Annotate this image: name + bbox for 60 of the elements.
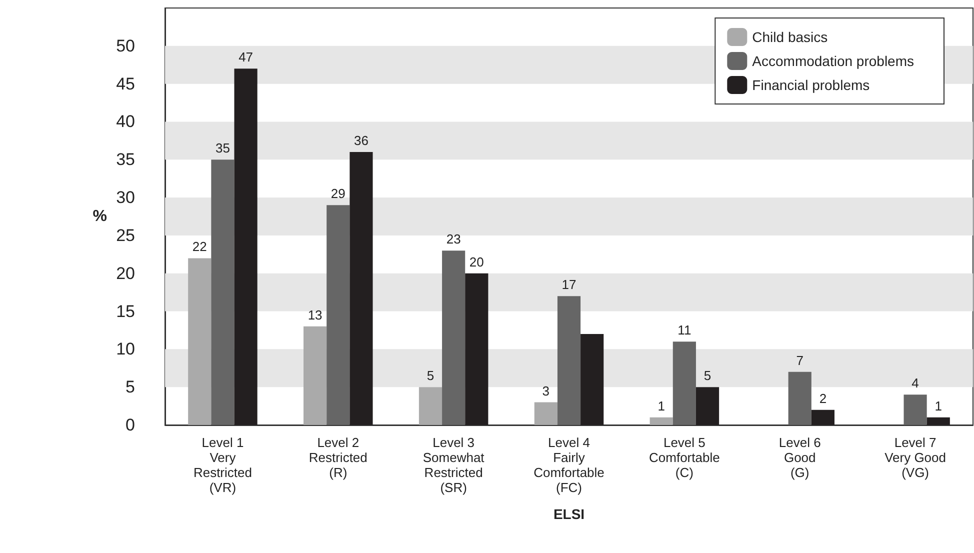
- y-tick-label: 35: [116, 150, 135, 170]
- data-label: 5: [704, 368, 712, 384]
- y-tick-label: 30: [116, 188, 135, 208]
- data-label: 7: [796, 352, 804, 368]
- bar: [534, 402, 558, 425]
- legend-label: Child basics: [752, 29, 828, 45]
- y-tick-label: 5: [126, 378, 135, 397]
- x-tick-label: Level 3 Somewhat Restricted (SR): [422, 435, 485, 495]
- bar: [650, 417, 673, 425]
- bar: [442, 250, 466, 425]
- legend-label: Financial problems: [752, 77, 870, 93]
- bar: [304, 326, 327, 425]
- y-tick-label: 40: [116, 112, 135, 132]
- data-label: 1: [934, 398, 942, 414]
- bar: [811, 410, 834, 425]
- data-label: 17: [562, 277, 576, 292]
- data-label: 4: [912, 376, 919, 391]
- y-axis-title: %: [92, 208, 107, 225]
- data-label: 11: [678, 322, 692, 338]
- data-label: 13: [308, 307, 322, 322]
- bar: [350, 152, 373, 425]
- bar: [211, 160, 234, 425]
- bar: [672, 342, 696, 425]
- data-label: 3: [542, 383, 550, 398]
- y-tick-label: 0: [126, 416, 135, 434]
- data-label: 2: [819, 390, 827, 406]
- x-tick-label: Level 5 Comfortable (C): [649, 435, 720, 480]
- bar: [696, 387, 720, 425]
- y-tick-label: 15: [116, 302, 135, 321]
- data-label: 20: [469, 254, 484, 270]
- bar: [465, 273, 488, 425]
- bar: [788, 372, 812, 425]
- x-tick-label: Level 4 Fairly Comfortable (FC): [534, 435, 604, 495]
- y-tick-label: 45: [116, 74, 135, 94]
- x-tick-label: Level 6 Good (G): [778, 435, 821, 480]
- data-label: 35: [215, 140, 230, 156]
- bar: [326, 205, 350, 425]
- x-tick-label: Level 7 Very Good (VG): [884, 435, 946, 480]
- legend-label: Accommodation problems: [752, 53, 914, 69]
- bar: [580, 334, 604, 425]
- bar: [557, 296, 581, 425]
- x-tick-label: Level 1 Very Restricted (VR): [193, 435, 252, 495]
- data-label: 36: [354, 133, 368, 148]
- data-label: 23: [446, 232, 461, 247]
- bar: [904, 394, 927, 425]
- data-label: 47: [238, 50, 254, 65]
- data-label: 1: [658, 398, 665, 414]
- bar: [188, 258, 212, 425]
- data-label: 29: [330, 186, 346, 202]
- bar: [926, 417, 950, 425]
- y-tick-label: 50: [116, 36, 135, 56]
- y-tick-label: 25: [116, 226, 135, 245]
- data-label: 5: [426, 368, 434, 384]
- data-label: 22: [192, 239, 207, 254]
- bar: [418, 387, 442, 425]
- y-tick-label: 20: [116, 264, 135, 283]
- y-tick-label: 10: [116, 340, 135, 359]
- x-tick-label: Level 2 Restricted (R): [308, 435, 368, 480]
- x-axis-title: ELSI: [553, 506, 585, 522]
- bar: [234, 68, 258, 425]
